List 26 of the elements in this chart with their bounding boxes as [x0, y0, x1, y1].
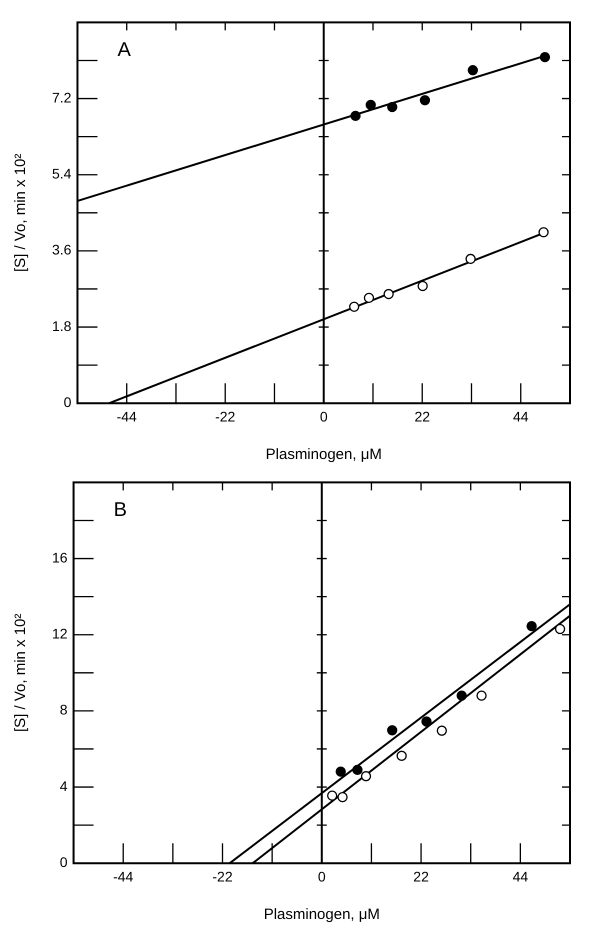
x-tick-label: 44 — [512, 408, 529, 424]
x-tick-label: 22 — [414, 408, 430, 424]
x-tick-label: 0 — [320, 408, 328, 424]
x-tick-label: -44 — [116, 408, 138, 424]
y-tick-label: 12 — [52, 626, 68, 642]
x-tick-label: 22 — [413, 868, 430, 884]
annotation: A — [117, 38, 132, 61]
y-tick-label: 1.8 — [52, 318, 72, 334]
x-tick-label: -44 — [113, 868, 134, 884]
x-tick-label: 0 — [318, 868, 326, 884]
y-tick-label: 0 — [64, 394, 72, 410]
x-tick-label: -22 — [212, 868, 233, 884]
x-axis-title: Plasminogen, μM — [266, 446, 382, 464]
x-tick-label: 44 — [512, 868, 528, 884]
y-tick-label: 7.2 — [52, 89, 72, 106]
y-axis-title: [S] / Vo, min x 10² — [12, 614, 30, 732]
y-axis-title: [S] / Vo, min x 10² — [12, 154, 30, 272]
x-axis-title: Plasminogen, μM — [264, 906, 380, 924]
y-tick-label: 0 — [60, 854, 68, 870]
y-tick-label: 5.4 — [52, 166, 72, 182]
annotation: B — [114, 498, 127, 521]
x-tick-label: -22 — [215, 408, 236, 424]
y-tick-label: 8 — [60, 702, 68, 718]
y-tick-label: 16 — [52, 549, 68, 566]
y-tick-label: 3.6 — [52, 242, 72, 258]
y-tick-label: 4 — [60, 778, 68, 794]
